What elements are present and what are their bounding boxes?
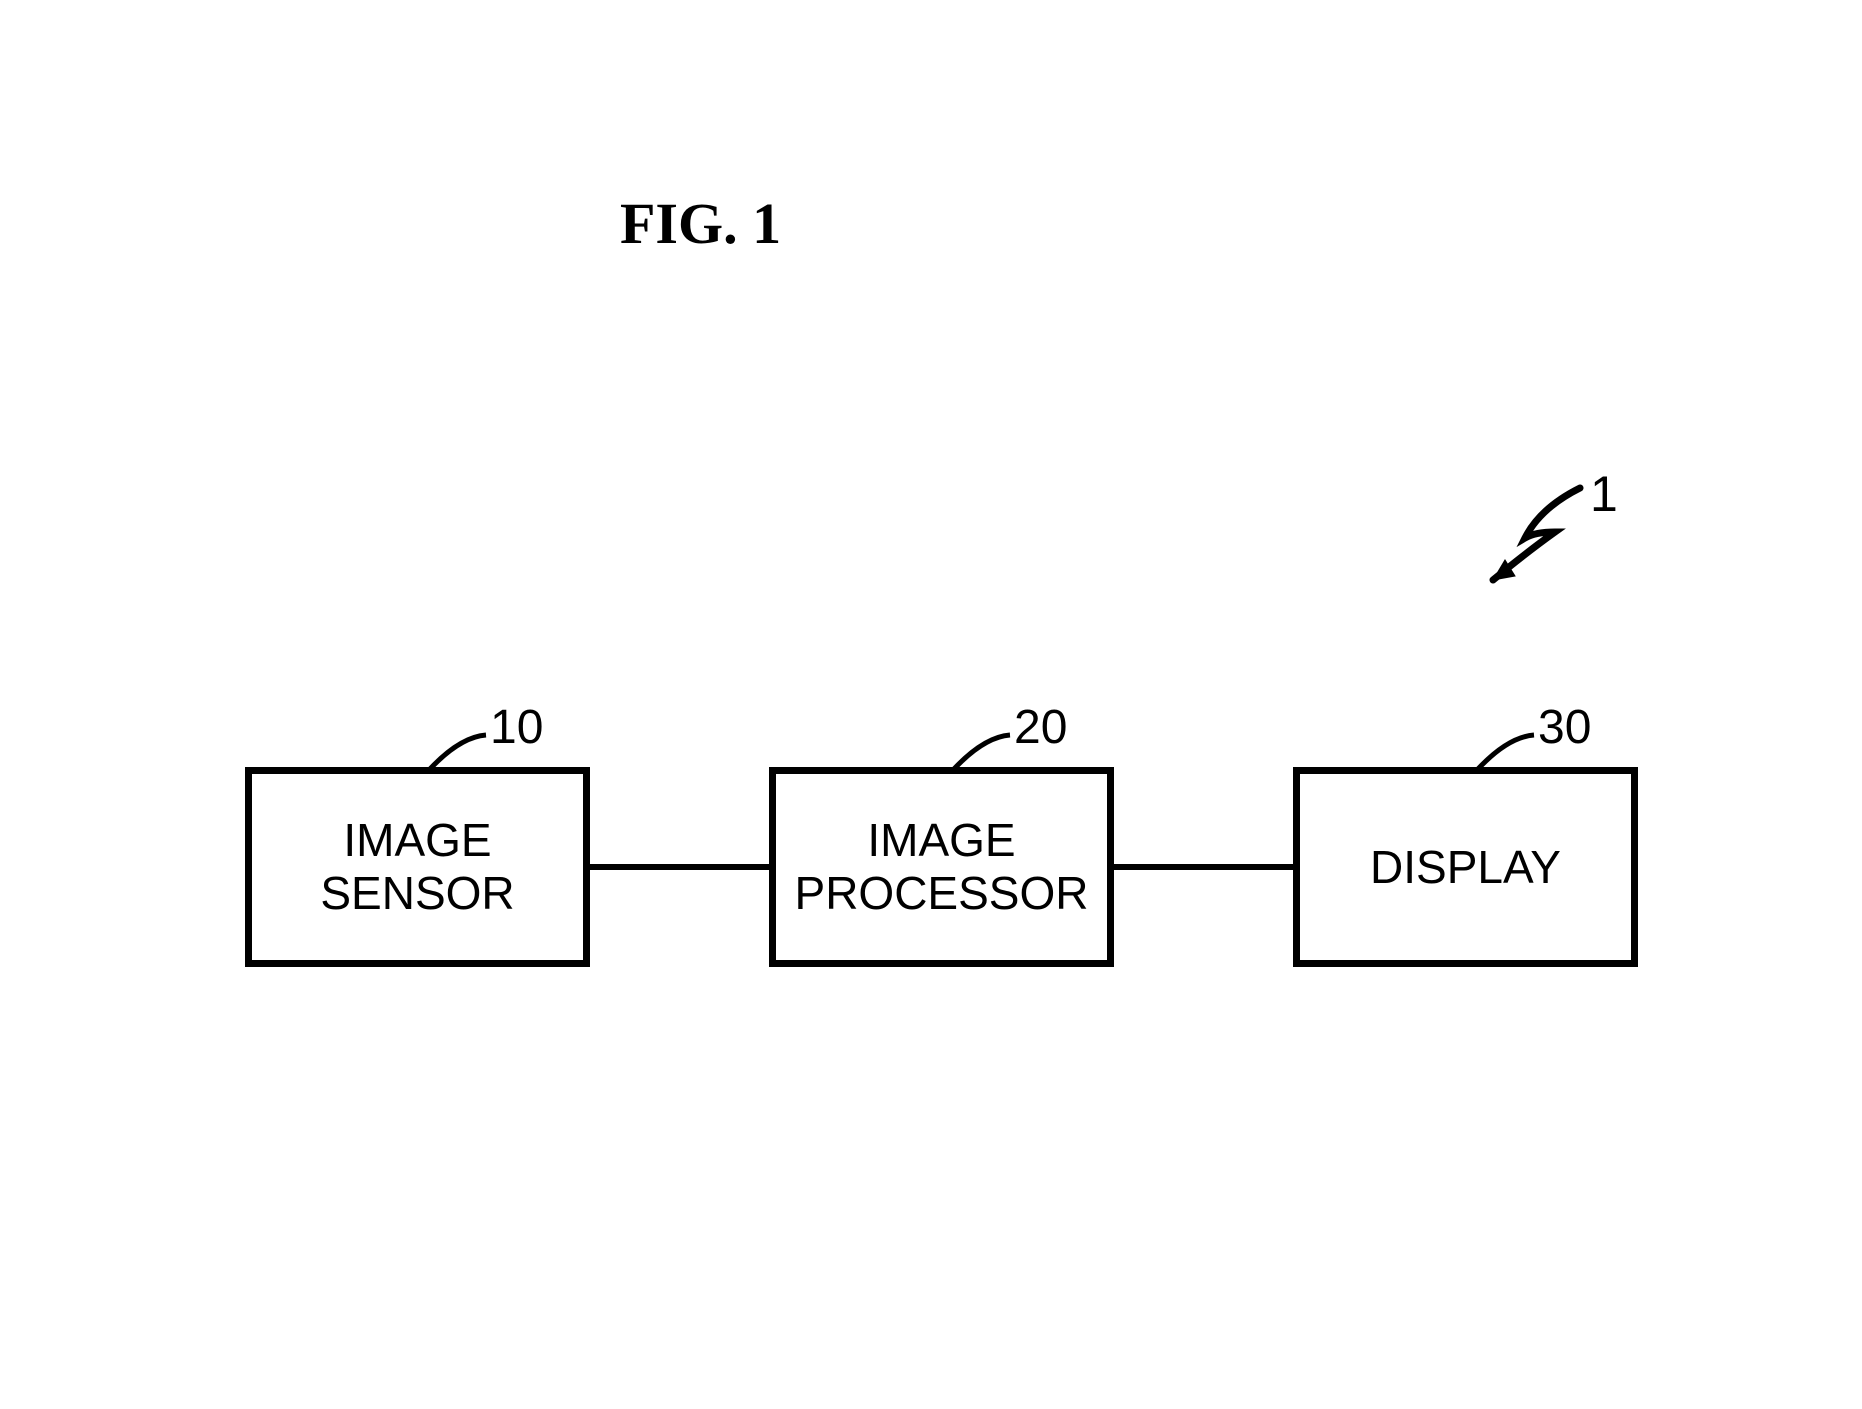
leader-30 [1478, 735, 1558, 785]
block-display: DISPLAY [1293, 767, 1638, 967]
block-image-sensor: IMAGESENSOR [245, 767, 590, 967]
connector-processor-to-display [1114, 864, 1293, 870]
block-label: DISPLAY [1370, 841, 1561, 894]
block-label: IMAGESENSOR [320, 814, 514, 920]
leader-10 [430, 735, 510, 785]
assembly-pointer-icon [1485, 480, 1605, 600]
block-image-processor: IMAGEPROCESSOR [769, 767, 1114, 967]
figure-title: FIG. 1 [620, 190, 781, 257]
diagram-canvas: FIG. 1 IMAGESENSOR IMAGEPROCESSOR DISPLA… [0, 0, 1862, 1409]
block-label: IMAGEPROCESSOR [795, 814, 1089, 920]
connector-sensor-to-processor [590, 864, 769, 870]
leader-20 [954, 735, 1034, 785]
